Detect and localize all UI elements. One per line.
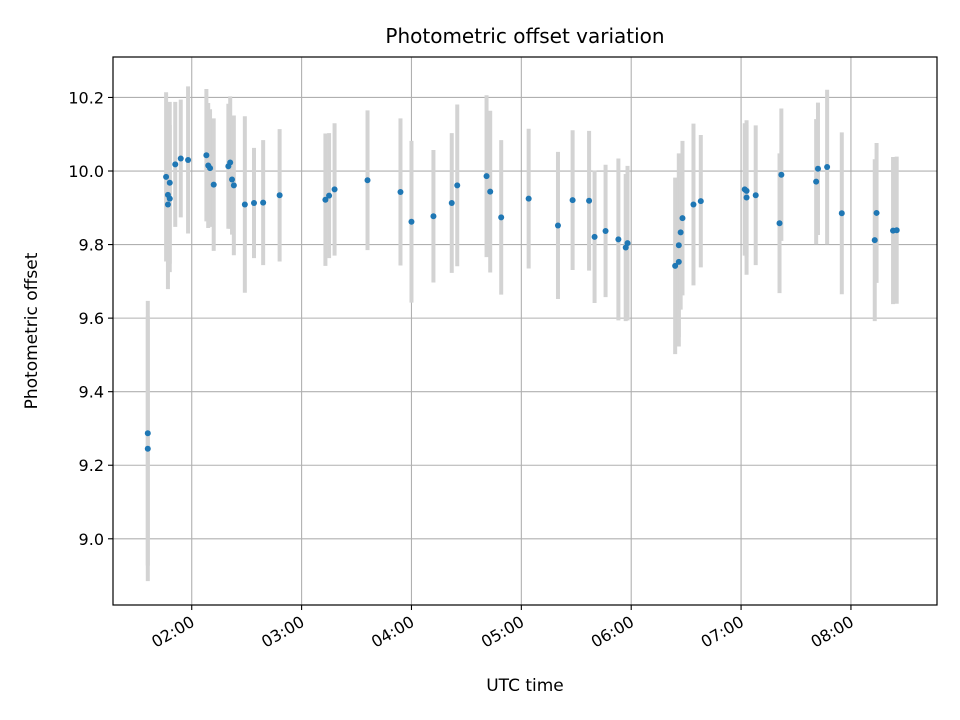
data-points	[144, 152, 900, 452]
data-point	[207, 165, 214, 172]
data-point	[838, 210, 845, 217]
data-point	[322, 196, 329, 203]
data-point	[672, 262, 679, 269]
data-point	[697, 198, 704, 205]
data-point	[814, 165, 821, 172]
data-point	[276, 192, 283, 199]
data-point	[331, 186, 338, 193]
data-point	[602, 227, 609, 234]
y-tick-label: 9.8	[79, 236, 104, 255]
data-point	[163, 173, 170, 180]
y-tick-label: 9.4	[79, 383, 104, 402]
data-point	[776, 220, 783, 227]
data-point	[675, 258, 682, 265]
data-point	[454, 182, 461, 189]
data-point	[229, 176, 236, 183]
data-point	[144, 430, 151, 437]
y-axis-label: Photometric offset	[22, 252, 42, 409]
data-point	[893, 227, 900, 234]
y-tick-label: 9.2	[79, 456, 104, 475]
data-point	[430, 213, 437, 220]
data-point	[260, 199, 267, 206]
y-tick-label: 9.0	[79, 530, 104, 549]
data-point	[364, 177, 371, 184]
data-point	[679, 215, 686, 222]
data-point	[210, 181, 217, 188]
data-point	[144, 445, 151, 452]
data-point	[813, 178, 820, 185]
data-point	[586, 197, 593, 204]
data-point	[166, 195, 173, 202]
data-point	[172, 161, 179, 168]
data-point	[166, 179, 173, 186]
data-point	[230, 182, 237, 189]
chart-title: Photometric offset variation	[385, 24, 664, 48]
data-point	[498, 214, 505, 221]
data-point	[203, 152, 210, 159]
data-point	[675, 242, 682, 249]
data-point	[752, 192, 759, 199]
data-point	[185, 156, 192, 163]
data-point	[554, 222, 561, 229]
data-point	[241, 201, 248, 208]
plot-background	[113, 57, 937, 605]
y-tick-label: 10.0	[68, 162, 104, 181]
data-point	[615, 236, 622, 243]
data-point	[408, 218, 415, 225]
data-point	[873, 209, 880, 216]
data-point	[824, 163, 831, 170]
data-point	[569, 197, 576, 204]
axes-frame	[112, 56, 938, 606]
data-point	[743, 194, 750, 201]
data-point	[177, 155, 184, 162]
data-point	[743, 187, 750, 194]
data-point	[397, 188, 404, 195]
y-axis-ticks: 9.0 9.2 9.4 9.6 9.8 10.0 10.2	[68, 88, 113, 549]
data-point	[487, 188, 494, 195]
data-point	[227, 159, 234, 166]
data-point	[448, 200, 455, 207]
data-point	[525, 195, 532, 202]
data-point	[326, 192, 333, 199]
data-point	[778, 171, 785, 178]
data-point	[591, 233, 598, 240]
data-point	[677, 229, 684, 236]
data-point	[871, 237, 878, 244]
data-point	[250, 200, 257, 207]
y-tick-label: 9.6	[79, 309, 104, 328]
x-axis-label: UTC time	[486, 676, 564, 696]
data-point	[624, 240, 631, 247]
data-point	[164, 201, 171, 208]
y-tick-label: 10.2	[68, 88, 104, 107]
data-point	[690, 201, 697, 208]
data-point	[483, 173, 490, 180]
